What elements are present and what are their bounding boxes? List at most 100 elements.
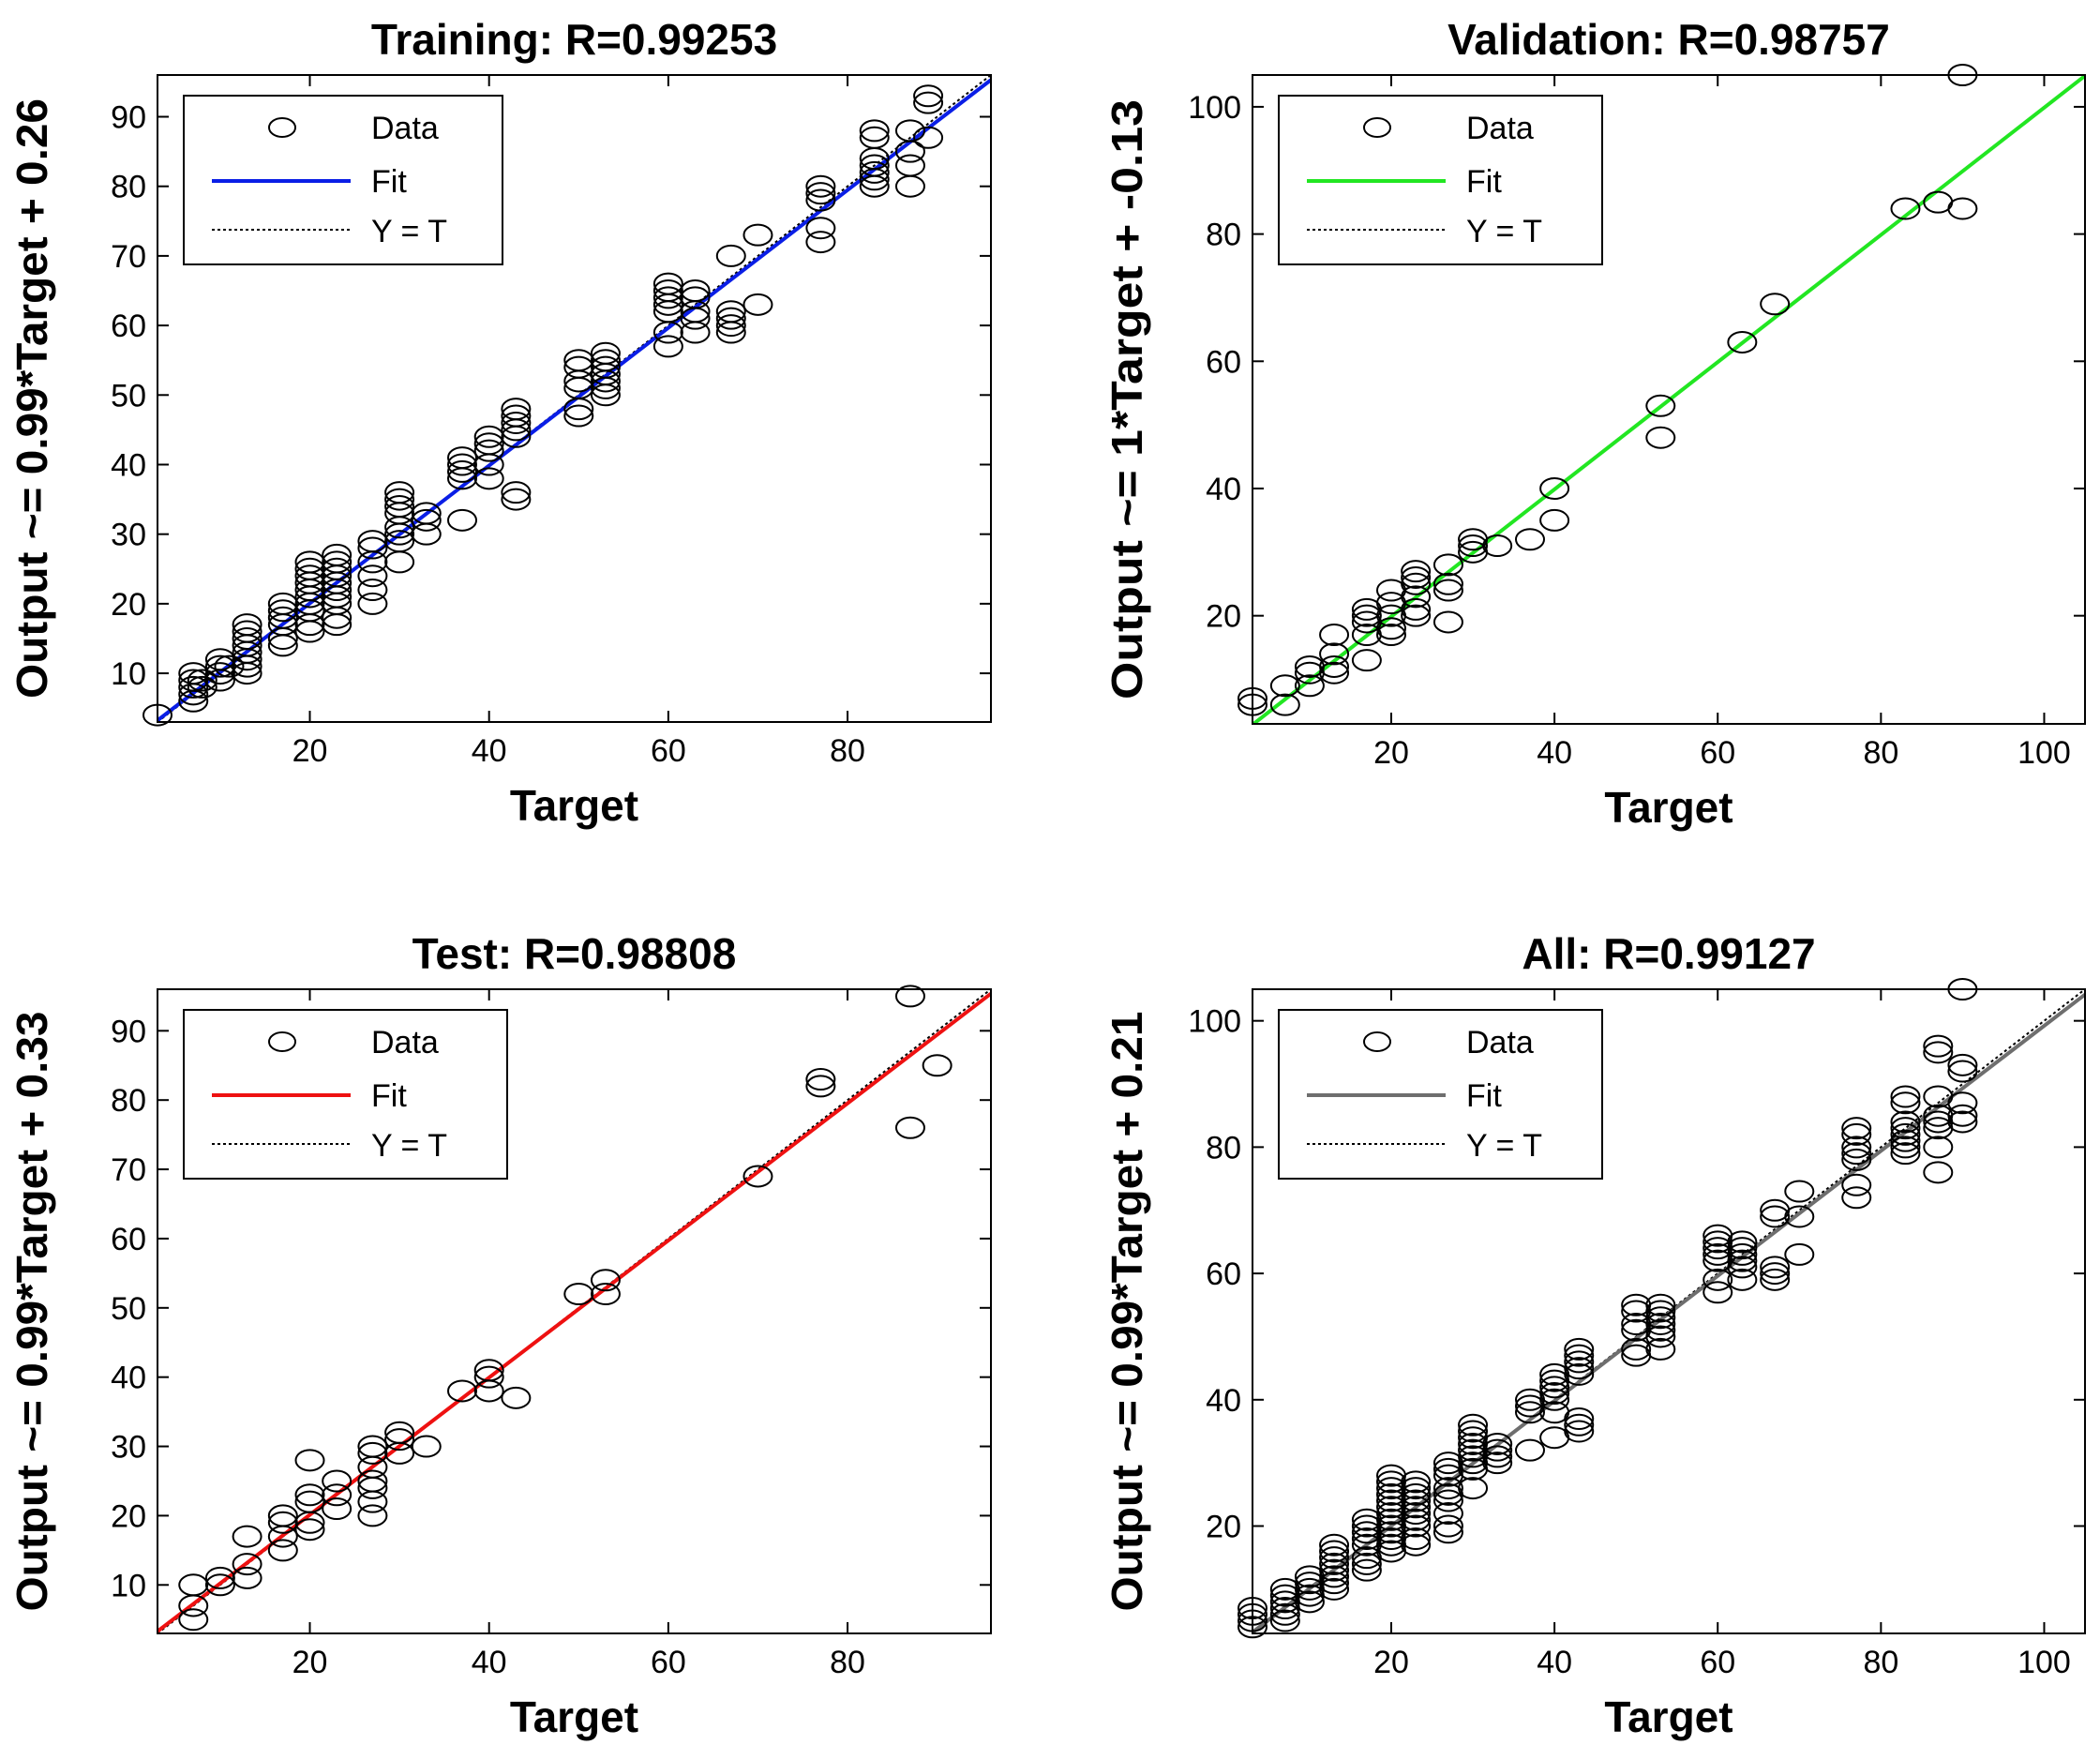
chart-panel-2: 20 40 60 80 100 20 40 60 80 100 Data Fit Y = T Valida… bbox=[1102, 15, 2086, 832]
data-point bbox=[178, 1573, 209, 1597]
data-point bbox=[1645, 1306, 1676, 1330]
data-point bbox=[1458, 1413, 1489, 1437]
x-axis-label: Target bbox=[1604, 783, 1732, 832]
y-tick-label: 30 bbox=[111, 1430, 146, 1466]
data-point bbox=[859, 126, 890, 149]
y-axis-label: Output ~= 0.99*Target + 0.26 bbox=[8, 98, 56, 699]
data-point bbox=[1432, 1521, 1463, 1544]
data-point bbox=[1784, 1205, 1815, 1228]
data-point bbox=[447, 459, 478, 483]
data-point bbox=[357, 1504, 388, 1527]
data-point bbox=[742, 293, 773, 316]
data-point bbox=[1923, 1034, 1954, 1058]
data-point bbox=[384, 495, 415, 518]
data-point bbox=[1319, 1565, 1350, 1588]
data-point bbox=[447, 508, 478, 532]
data-point bbox=[1482, 534, 1513, 558]
y-tick-label: 20 bbox=[111, 1498, 146, 1534]
data-point bbox=[1645, 1300, 1676, 1323]
data-point bbox=[357, 564, 388, 588]
data-point bbox=[742, 1165, 773, 1188]
data-point bbox=[1432, 610, 1463, 634]
data-point bbox=[1564, 1407, 1595, 1430]
data-point bbox=[590, 1269, 621, 1292]
data-point bbox=[1841, 1122, 1872, 1146]
data-point bbox=[1401, 1508, 1432, 1531]
data-point bbox=[652, 279, 683, 302]
legend: Data Fit Y = T bbox=[1278, 1009, 1603, 1180]
data-point bbox=[1841, 1186, 1872, 1210]
data-point bbox=[501, 404, 532, 428]
data-point bbox=[178, 669, 209, 692]
data-point bbox=[357, 1441, 388, 1465]
data-point bbox=[894, 1116, 925, 1139]
data-point bbox=[294, 1490, 325, 1513]
x-tick-label: 60 bbox=[1700, 1645, 1735, 1680]
data-point bbox=[922, 1054, 952, 1077]
x-tick-label: 20 bbox=[1373, 1645, 1409, 1680]
y-tick-label: 20 bbox=[1206, 1510, 1241, 1545]
data-point bbox=[357, 592, 388, 615]
y-tick-label: 40 bbox=[111, 1361, 146, 1396]
data-point bbox=[652, 272, 683, 295]
data-point bbox=[178, 1608, 209, 1632]
plot-frame bbox=[157, 74, 992, 723]
x-tick-label: 40 bbox=[472, 1645, 507, 1680]
data-point bbox=[267, 1504, 298, 1527]
data-point bbox=[214, 654, 245, 678]
data-point bbox=[1539, 1376, 1570, 1399]
x-tick-label: 100 bbox=[2018, 735, 2071, 771]
data-point bbox=[1269, 1602, 1300, 1626]
data-point bbox=[322, 550, 352, 574]
data-point bbox=[805, 1075, 836, 1098]
x-tick-label: 20 bbox=[1373, 735, 1409, 771]
data-point bbox=[294, 557, 325, 580]
data-point bbox=[1319, 1552, 1350, 1575]
data-point bbox=[1401, 1489, 1432, 1512]
data-point bbox=[1432, 1477, 1463, 1500]
data-point bbox=[1760, 1268, 1791, 1291]
legend-data-marker bbox=[268, 1031, 296, 1052]
data-point bbox=[1947, 1060, 1978, 1083]
data-point bbox=[1294, 674, 1325, 698]
y-tick-label: 80 bbox=[1206, 1130, 1241, 1166]
x-tick-label: 20 bbox=[292, 1645, 328, 1680]
data-point bbox=[1890, 1122, 1921, 1146]
data-point bbox=[232, 1566, 262, 1589]
data-point bbox=[187, 675, 218, 699]
data-point bbox=[473, 425, 504, 448]
legend-data-label: Data bbox=[371, 111, 439, 146]
data-point bbox=[294, 1518, 325, 1542]
data-point bbox=[1401, 1533, 1432, 1557]
y-tick-label: 80 bbox=[1206, 218, 1241, 253]
data-point bbox=[1458, 534, 1489, 558]
x-axis-label: Target bbox=[510, 781, 638, 830]
data-point bbox=[1539, 476, 1570, 500]
data-point bbox=[1564, 1420, 1595, 1443]
data-point bbox=[1458, 1420, 1489, 1443]
data-point bbox=[1515, 1401, 1545, 1424]
data-point bbox=[232, 620, 262, 643]
data-point bbox=[473, 1359, 504, 1382]
legend-data-label: Data bbox=[1466, 1025, 1534, 1061]
legend-identity-label: Y = T bbox=[371, 1128, 447, 1164]
legend-data-label: Data bbox=[371, 1025, 439, 1061]
data-point bbox=[204, 648, 235, 671]
y-tick-label: 50 bbox=[111, 1291, 146, 1327]
data-point bbox=[1351, 649, 1382, 672]
data-point bbox=[1482, 1438, 1513, 1462]
data-point bbox=[187, 669, 218, 692]
data-point bbox=[1432, 1502, 1463, 1526]
y-tick-label: 80 bbox=[111, 1083, 146, 1119]
x-tick-label: 80 bbox=[1863, 1645, 1898, 1680]
data-point bbox=[1432, 1489, 1463, 1512]
data-point bbox=[501, 488, 532, 511]
y-tick-label: 70 bbox=[111, 239, 146, 275]
data-point bbox=[1645, 394, 1676, 417]
data-point bbox=[1564, 1337, 1595, 1361]
data-point bbox=[590, 341, 621, 365]
data-point bbox=[1482, 1452, 1513, 1475]
x-tick-label: 80 bbox=[1863, 735, 1898, 771]
data-point bbox=[1401, 1527, 1432, 1550]
data-point bbox=[1351, 1558, 1382, 1582]
